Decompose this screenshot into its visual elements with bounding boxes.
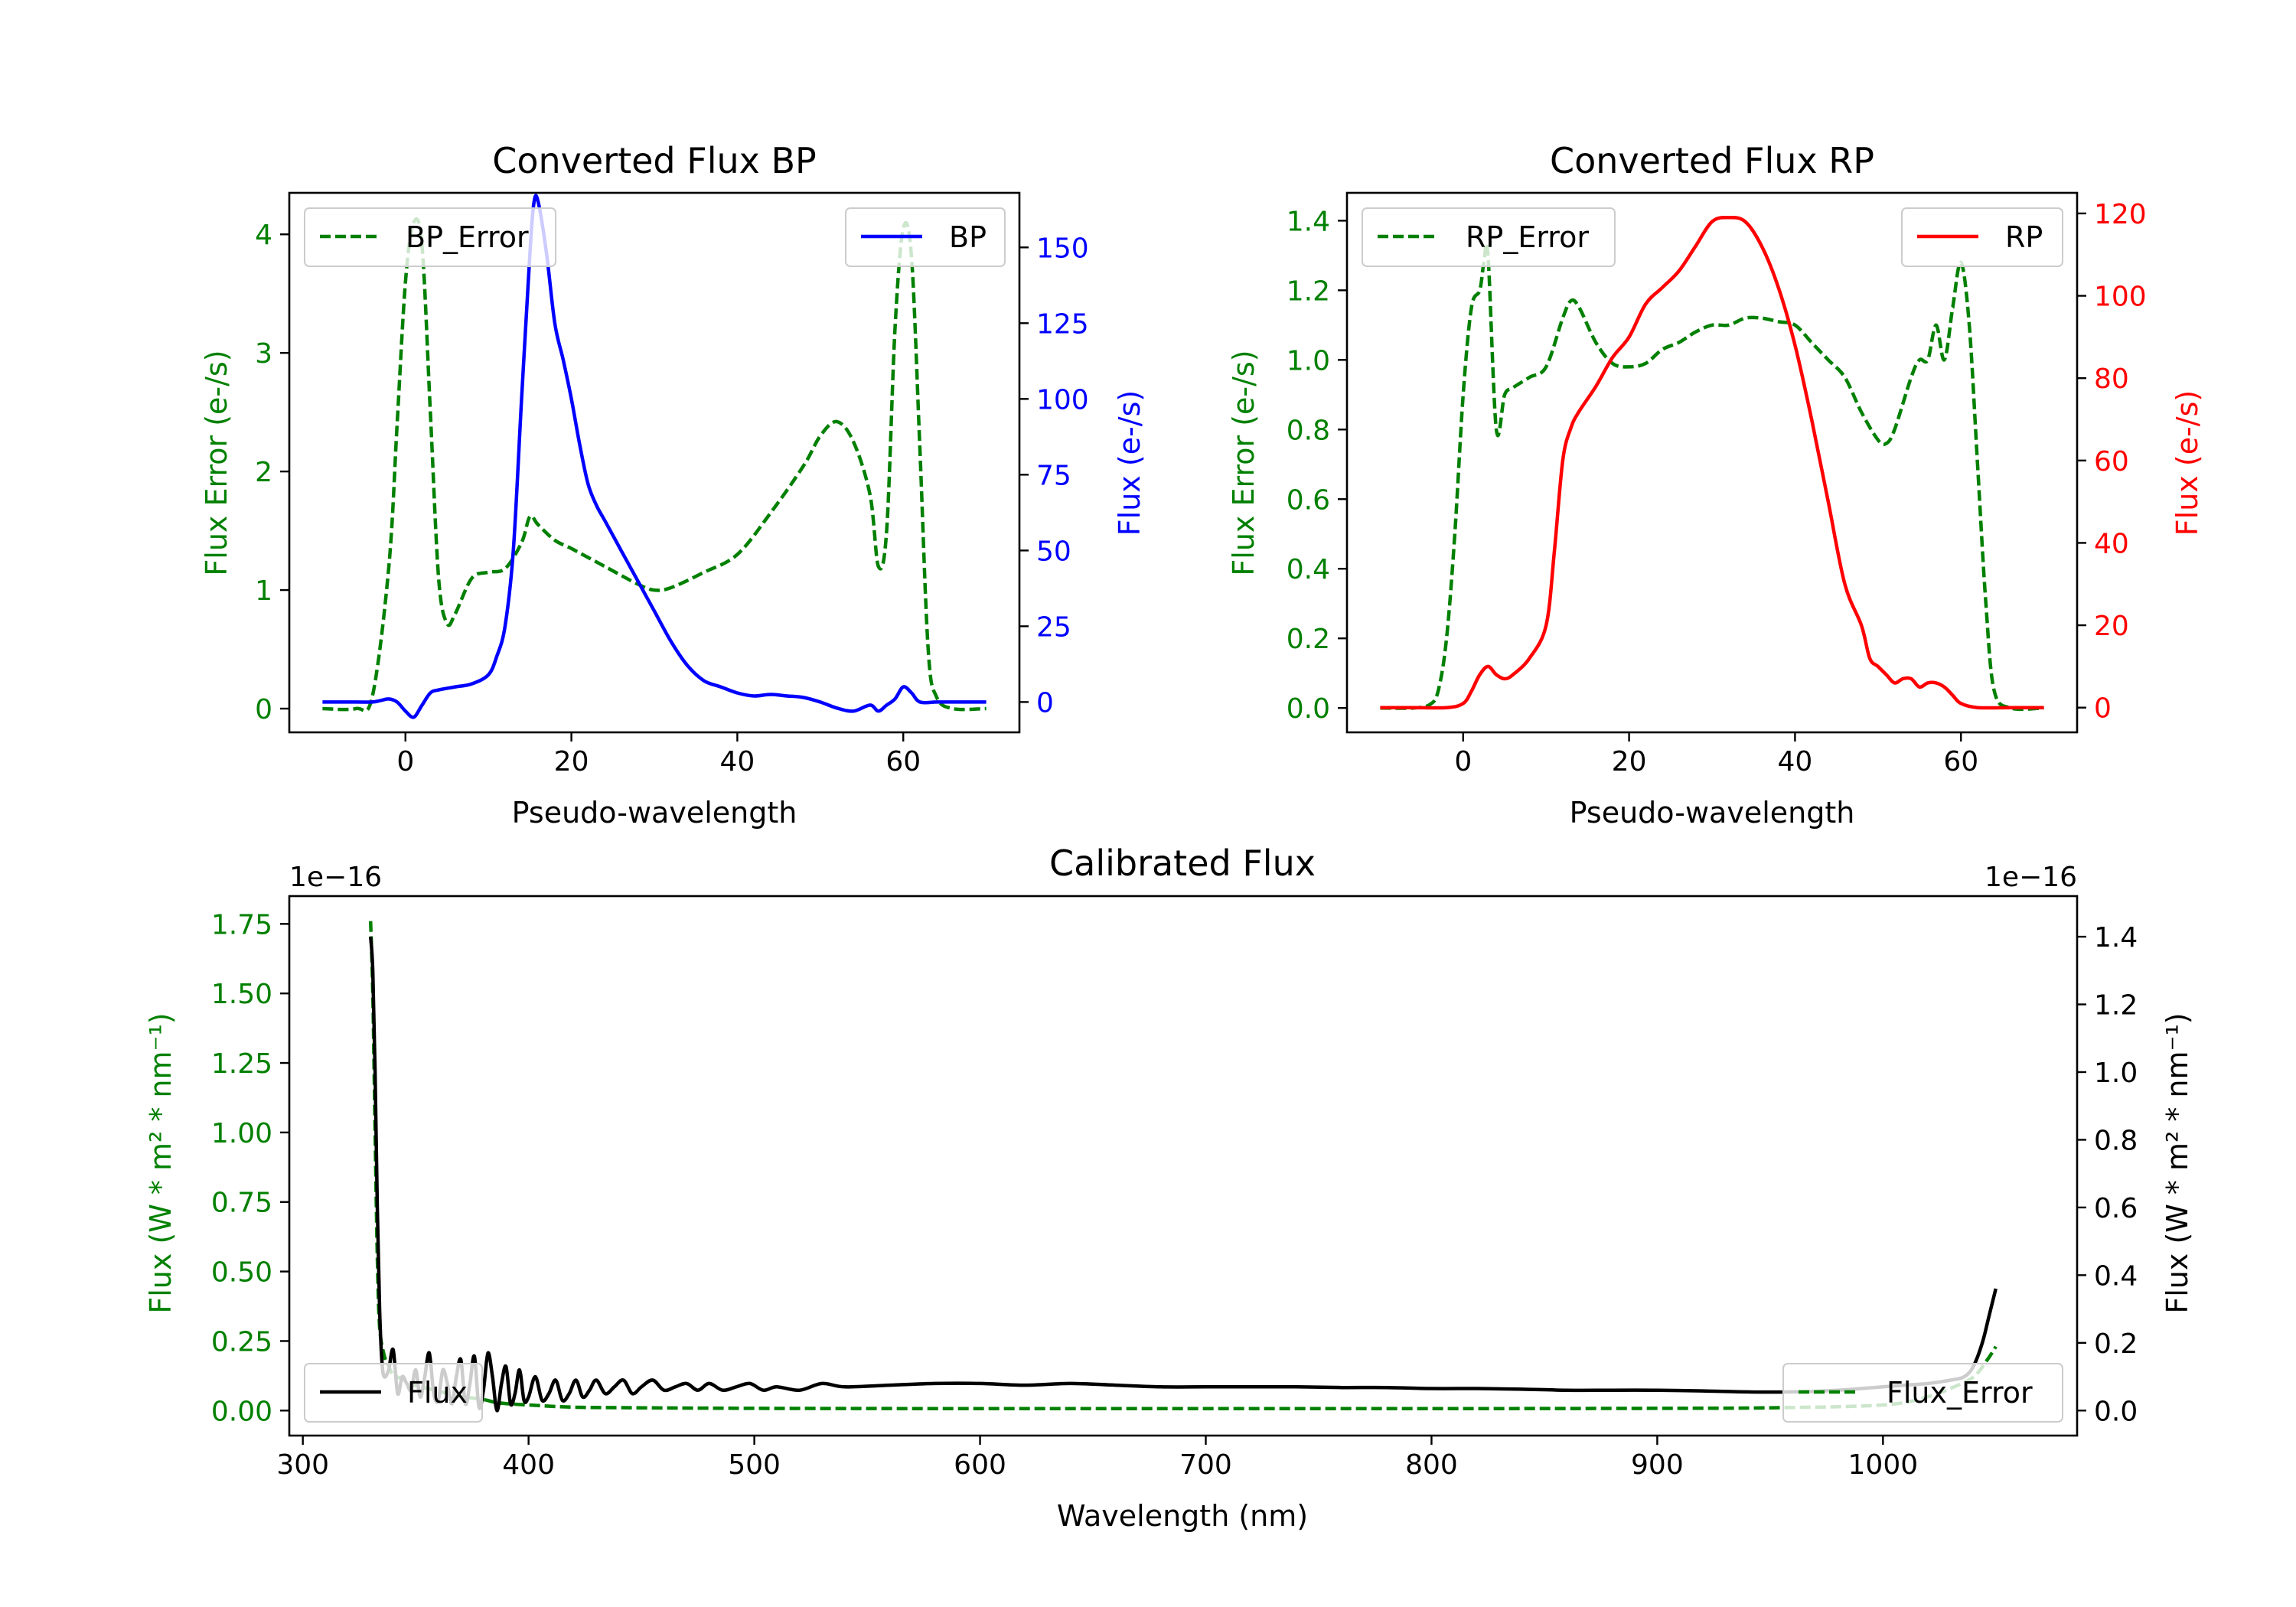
y-right-tick-label: 25 xyxy=(1036,611,1071,643)
x-axis-label: Pseudo-wavelength xyxy=(1570,796,1855,830)
offset-label-left: 1e−16 xyxy=(289,862,382,893)
x-tick-label: 600 xyxy=(954,1449,1006,1481)
y-right-tick-label: 50 xyxy=(1036,536,1071,567)
chart-title: Converted Flux RP xyxy=(1550,140,1874,181)
y-axis-right-label: Flux (e-/s) xyxy=(1113,390,1146,536)
y-left-tick-label: 3 xyxy=(255,338,272,370)
y-right-tick-label: 0 xyxy=(1036,687,1054,719)
panel-converted-flux-bp: Converted Flux BP 0 20 40 60012340255075100… xyxy=(200,140,1146,830)
offset-label-right: 1e−16 xyxy=(1985,862,2077,893)
y-right-tick-label: 1.2 xyxy=(2094,990,2138,1022)
x-tick-label: 20 xyxy=(554,746,589,777)
y-left-tick-label: 0.25 xyxy=(211,1326,272,1358)
y-right-tick-label: 0.0 xyxy=(2094,1396,2138,1427)
x-axis-label: Pseudo-wavelength xyxy=(512,796,797,830)
chart-title: Calibrated Flux xyxy=(1049,843,1316,884)
y-right-tick-label: 60 xyxy=(2094,446,2129,478)
x-tick-label: 1000 xyxy=(1848,1449,1919,1481)
y-axis-right-label: Flux (W * m² * nm⁻¹) xyxy=(2161,1012,2194,1313)
x-tick-label: 40 xyxy=(720,746,755,777)
legend-flux: Flux xyxy=(304,1363,483,1423)
x-tick-label: 20 xyxy=(1612,746,1647,777)
legend-label: RP_Error xyxy=(1466,220,1589,254)
y-left-tick-label: 0.6 xyxy=(1287,484,1330,516)
legend-rp: RP xyxy=(1901,207,2063,267)
series-line-flux-error xyxy=(368,921,1998,1411)
axes-frame xyxy=(288,191,1021,734)
legend-label: Flux xyxy=(407,1376,468,1410)
y-axis-right-label: Flux (e-/s) xyxy=(2170,390,2204,536)
y-left-tick-label: 1.25 xyxy=(211,1048,272,1080)
x-tick-label: 400 xyxy=(502,1449,555,1481)
y-left-tick-label: 1.00 xyxy=(211,1118,272,1149)
panel-calibrated-flux: Calibrated Flux 1e−16 1e−16 300 400 500 600… xyxy=(144,843,2194,1533)
y-right-tick-label: 75 xyxy=(1036,460,1071,491)
y-right-tick-label: 80 xyxy=(2094,363,2129,395)
y-left-tick-label: 1.75 xyxy=(211,909,272,940)
y-right-tick-label: 1.4 xyxy=(2094,922,2138,953)
y-left-tick-label: 0.00 xyxy=(211,1396,272,1427)
y-left-tick-label: 1.50 xyxy=(211,979,272,1010)
y-right-tick-label: 0.4 xyxy=(2094,1260,2138,1292)
y-right-tick-label: 120 xyxy=(2094,199,2147,230)
axes-frame xyxy=(288,895,2079,1437)
x-tick-label: 800 xyxy=(1405,1449,1458,1481)
x-tick-label: 700 xyxy=(1179,1449,1232,1481)
y-left-tick-label: 1.0 xyxy=(1287,345,1330,376)
y-left-tick-label: 0.50 xyxy=(211,1257,272,1289)
legend-label: BP xyxy=(949,220,987,254)
x-tick-label: 900 xyxy=(1631,1449,1684,1481)
y-right-tick-label: 150 xyxy=(1036,233,1089,264)
x-tick-label: 60 xyxy=(1943,746,1978,777)
y-left-tick-label: 1.4 xyxy=(1287,206,1330,237)
series-line-rp-error xyxy=(1380,242,2044,712)
legend-bp: BP xyxy=(845,207,1006,267)
y-right-tick-label: 100 xyxy=(2094,282,2147,313)
y-right-tick-label: 125 xyxy=(1036,308,1089,340)
y-left-tick-label: 4 xyxy=(255,220,272,251)
x-tick-label: 0 xyxy=(396,746,414,777)
legend-rp-error: RP_Error xyxy=(1362,207,1616,267)
series-line-bp xyxy=(322,194,987,719)
chart-title: Converted Flux BP xyxy=(492,140,817,181)
y-right-tick-label: 0 xyxy=(2094,693,2112,725)
y-right-tick-label: 20 xyxy=(2094,611,2129,642)
legend-flux-error: Flux_Error xyxy=(1782,1363,2063,1423)
y-left-tick-label: 0 xyxy=(255,694,272,725)
x-tick-label: 0 xyxy=(1454,746,1472,777)
series-line-bp-error xyxy=(322,217,987,713)
y-right-tick-label: 100 xyxy=(1036,384,1089,416)
legend-bp-error: BP_Error xyxy=(304,207,556,267)
y-right-tick-label: 0.6 xyxy=(2094,1193,2138,1224)
x-axis-label: Wavelength (nm) xyxy=(1057,1499,1308,1533)
y-right-tick-label: 0.8 xyxy=(2094,1125,2138,1156)
y-left-tick-label: 2 xyxy=(255,457,272,488)
panel-converted-flux-rp: Converted Flux RP 0 20 40 60 0.0 0.2 0.4 0.6 0.8… xyxy=(1227,140,2204,830)
y-right-tick-label: 1.0 xyxy=(2094,1058,2138,1089)
y-right-tick-label: 40 xyxy=(2094,528,2129,559)
x-tick-label: 60 xyxy=(885,746,921,777)
y-axis-left-label: Flux (W * m² * nm⁻¹) xyxy=(144,1012,178,1313)
x-tick-label: 500 xyxy=(728,1449,781,1481)
legend-label: RP xyxy=(2005,220,2043,254)
series-line-flux xyxy=(368,936,1998,1413)
legend-label: BP_Error xyxy=(406,220,529,254)
axes-frame xyxy=(1345,191,2079,734)
y-left-tick-label: 0.8 xyxy=(1287,415,1330,446)
y-left-tick-label: 0.0 xyxy=(1287,693,1330,725)
legend-label: Flux_Error xyxy=(1887,1376,2033,1410)
y-left-tick-label: 0.75 xyxy=(211,1188,272,1219)
y-axis-left-label: Flux Error (e-/s) xyxy=(200,350,233,575)
x-tick-label: 300 xyxy=(276,1449,329,1481)
y-left-tick-label: 1 xyxy=(255,575,272,607)
y-axis-left-label: Flux Error (e-/s) xyxy=(1227,350,1261,575)
x-tick-label: 40 xyxy=(1778,746,1813,777)
y-left-tick-label: 0.2 xyxy=(1287,624,1330,655)
y-left-tick-label: 1.2 xyxy=(1287,275,1330,307)
series-line-rp xyxy=(1380,216,2044,710)
y-right-tick-label: 0.2 xyxy=(2094,1328,2138,1360)
y-left-tick-label: 0.4 xyxy=(1287,554,1330,585)
